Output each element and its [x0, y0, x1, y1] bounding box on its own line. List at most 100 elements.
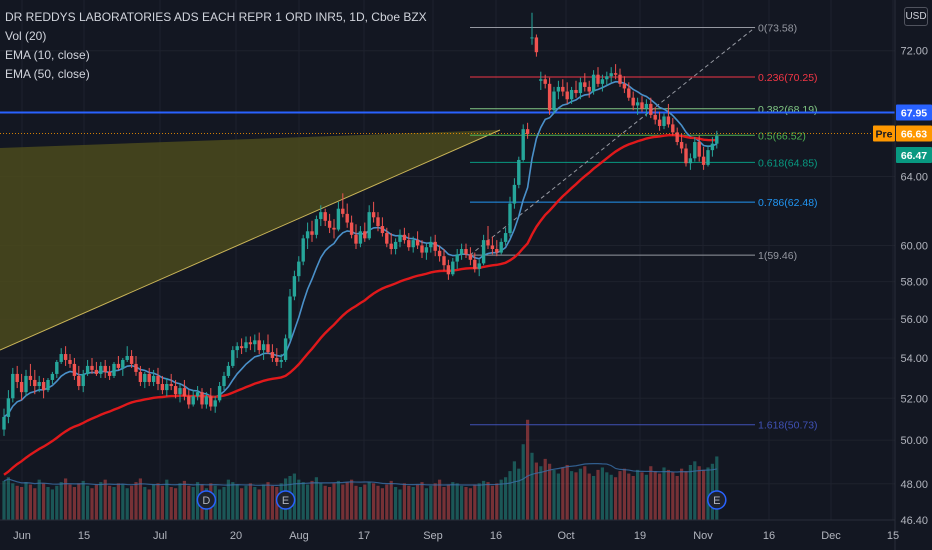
volume-bar: [702, 469, 706, 520]
candle-body: [530, 37, 534, 39]
candle-body: [72, 363, 77, 376]
volume-bar: [156, 483, 160, 520]
volume-bars: [2, 419, 719, 520]
candle-body: [116, 363, 121, 368]
candle-body: [459, 249, 464, 255]
triangle-drawing[interactable]: [0, 129, 501, 351]
ema50-indicator-label[interactable]: EMA (50, close): [5, 67, 90, 81]
volume-bar: [328, 487, 332, 520]
candle-body: [239, 346, 244, 349]
volume-bar: [152, 484, 156, 520]
candle-body: [583, 82, 587, 87]
candle-body: [94, 369, 99, 374]
volume-bar: [72, 487, 76, 520]
price-tags: 67.95 Pre 66.63 66.47: [873, 104, 932, 164]
price-tag-bg: [896, 125, 932, 142]
price-axis-bg: [895, 0, 932, 550]
currency-badge[interactable]: USD: [904, 7, 928, 26]
vol-indicator-label[interactable]: Vol (20): [5, 29, 47, 43]
candle-body: [701, 156, 706, 165]
volume-bar: [526, 419, 530, 520]
volume-bar: [86, 485, 90, 520]
volume-bar: [103, 479, 107, 520]
candle-body: [222, 375, 226, 387]
volume-bar: [429, 485, 433, 520]
volume-bar: [565, 465, 569, 520]
volume-bar: [398, 489, 402, 520]
candle-body: [508, 203, 512, 234]
candle-body: [455, 254, 459, 262]
candle-body: [217, 386, 222, 401]
candle-body: [270, 352, 275, 358]
candle-body: [231, 350, 235, 366]
horizontal-line[interactable]: [0, 111, 895, 134]
time-axis[interactable]: Jun 15 Jul 20 Aug 17 Sep 16 Oct 19 Nov 16 Dec 15: [0, 519, 899, 542]
candle-body: [407, 240, 411, 248]
candle-body: [50, 373, 55, 380]
price-tick-label: 46.40: [900, 515, 928, 527]
fib-retracement[interactable]: 0(73.58) 0.236(70.25) 0.382(68.19) 0.5(66.5…: [469, 23, 818, 432]
candle-body: [442, 256, 446, 266]
candle-body: [715, 136, 719, 144]
volume-bar: [354, 485, 358, 520]
volume-bar: [367, 482, 371, 520]
volume-bar: [688, 465, 692, 520]
candle-body: [305, 231, 310, 239]
volume-bar: [323, 485, 327, 520]
volume-bar: [218, 489, 222, 520]
volume-bar: [561, 467, 565, 520]
volume-bar: [644, 474, 648, 520]
candle-body: [125, 356, 129, 360]
price-tag-label: 67.95: [901, 108, 927, 120]
candle-body: [33, 379, 37, 387]
volume-bar: [64, 478, 68, 520]
candle-body: [398, 234, 402, 242]
fib-level-label: 1.618(50.73): [758, 420, 818, 432]
candle-body: [257, 340, 261, 351]
candle-body: [578, 82, 583, 94]
time-tick-label: 20: [230, 530, 242, 542]
candle-body: [46, 379, 50, 391]
event-marker-circle: [275, 490, 296, 510]
volume-bar: [653, 471, 657, 520]
candle-body: [235, 346, 239, 351]
volume-bar: [530, 452, 534, 520]
symbol-title[interactable]: DR REDDYS LABORATORIES ADS EACH REPR 1 O…: [5, 10, 427, 24]
candle-body: [693, 142, 697, 159]
candle-body: [182, 388, 187, 397]
price-tag-label: 66.63: [901, 128, 927, 140]
volume-bar: [715, 456, 719, 520]
volume-bar: [37, 479, 41, 520]
candle-body: [613, 73, 618, 75]
candle-body: [653, 114, 657, 120]
candle-body: [679, 142, 684, 149]
candle-body: [283, 338, 288, 360]
candle-body: [706, 150, 710, 165]
volume-bar: [521, 444, 525, 520]
candle-body: [151, 375, 156, 382]
volume-bar: [94, 484, 98, 520]
volume-bar: [33, 488, 37, 520]
candle-body: [195, 392, 200, 397]
volume-bar: [618, 471, 622, 520]
volume-bar: [416, 484, 420, 520]
candle-body: [358, 231, 363, 244]
volume-bar: [6, 477, 10, 520]
price-axis[interactable]: 72.00 64.00 60.00 58.00 56.00 54.00 52.00 50.00…: [894, 0, 932, 550]
volume-bar: [548, 463, 552, 520]
candle-body: [464, 249, 468, 255]
volume-bar: [482, 480, 486, 520]
volume-bar: [455, 483, 459, 520]
fib-level-label: 0.786(62.48): [758, 197, 818, 209]
ema10-indicator-label[interactable]: EMA (10, close): [5, 48, 90, 62]
volume-bar: [11, 483, 15, 520]
volume-bar: [438, 479, 442, 520]
candle-body: [618, 74, 622, 84]
candle-body: [107, 371, 112, 376]
candle-body: [411, 240, 415, 248]
volume-bar: [706, 467, 710, 520]
triangle-edge: [0, 129, 501, 351]
candle-body: [429, 241, 433, 248]
